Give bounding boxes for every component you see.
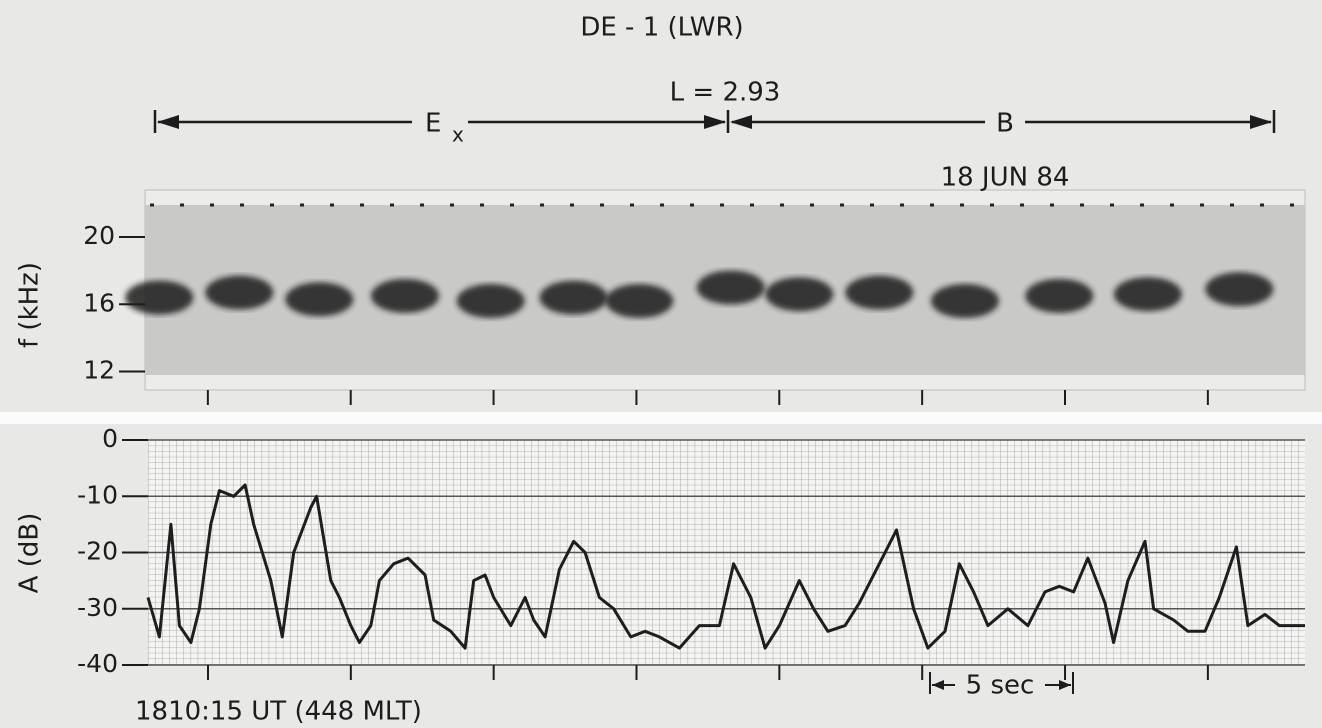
chart-title: DE - 1 (LWR): [580, 13, 743, 43]
emission-burst: [1025, 278, 1094, 313]
date-label: 18 JUN 84: [941, 163, 1070, 193]
time-label: 1810:15 UT (448 MLT): [135, 697, 422, 727]
y-tick-label: -10: [77, 480, 118, 509]
emission-burst: [605, 283, 674, 318]
scale-bar: [929, 672, 1074, 694]
y-tick-label: 20: [83, 221, 115, 250]
emission-burst: [205, 275, 274, 310]
emission-burst: [1113, 277, 1182, 312]
emission-burst: [765, 277, 834, 312]
emission-burst: [931, 283, 999, 318]
panel-separator: [0, 412, 1322, 424]
ex-subscript: x: [452, 123, 464, 147]
emission-burst: [696, 270, 765, 305]
emission-burst: [539, 280, 608, 315]
emission-burst: [285, 282, 354, 317]
emission-burst: [371, 278, 439, 313]
b-label: B: [996, 109, 1014, 139]
ex-arrow: [153, 110, 1276, 133]
y-tick-label: 16: [83, 288, 115, 317]
y-tick-label: 0: [102, 424, 118, 453]
y-axis-label: f (kHz): [15, 262, 45, 348]
y-tick-label: -20: [77, 537, 118, 566]
ex-label: E: [425, 109, 441, 139]
y-axis-label: A (dB): [15, 513, 45, 594]
scale-label: 5 sec: [966, 671, 1035, 701]
y-tick-label: -40: [77, 649, 118, 678]
emission-burst: [845, 275, 914, 310]
emission-burst: [1205, 272, 1274, 307]
l-shell-label: L = 2.93: [670, 78, 781, 108]
amplitude-trace: [146, 483, 1305, 650]
emission-burst: [125, 280, 194, 315]
y-tick-label: -30: [77, 593, 118, 622]
emission-burst: [456, 283, 525, 318]
y-tick-label: 12: [83, 356, 115, 385]
